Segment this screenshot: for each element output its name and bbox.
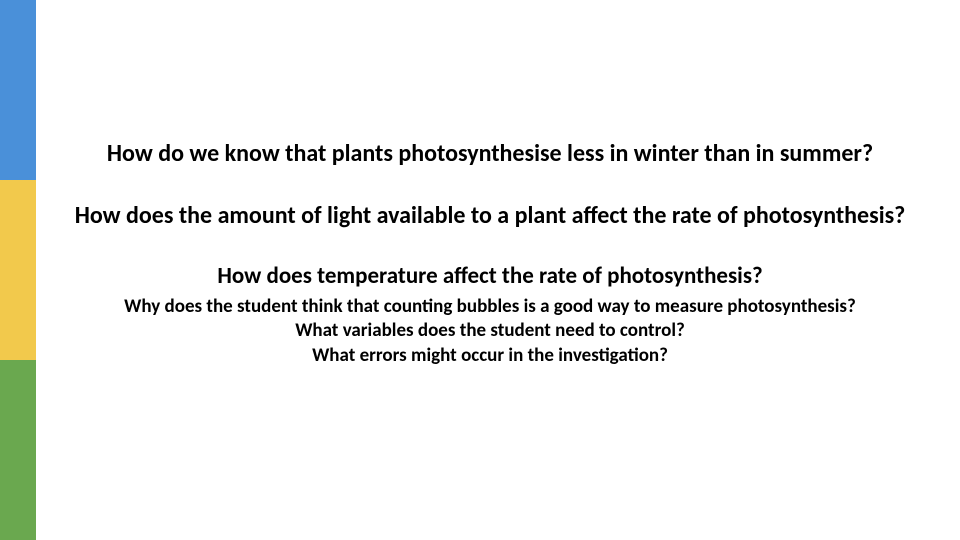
slide: How do we know that plants photosynthesi… bbox=[0, 0, 960, 540]
question-6: What errors might occur in the investiga… bbox=[60, 345, 920, 368]
accent-stripe-green bbox=[0, 360, 36, 540]
question-4: Why does the student think that counting… bbox=[60, 296, 920, 319]
question-3: How does temperature affect the rate of … bbox=[60, 263, 920, 289]
question-5: What variables does the student need to … bbox=[60, 320, 920, 343]
accent-stripe-blue bbox=[0, 0, 36, 180]
question-2: How does the amount of light available t… bbox=[60, 202, 920, 230]
slide-content: How do we know that plants photosynthesi… bbox=[60, 140, 920, 370]
accent-stripe-yellow bbox=[0, 180, 36, 360]
question-1: How do we know that plants photosynthesi… bbox=[60, 140, 920, 168]
